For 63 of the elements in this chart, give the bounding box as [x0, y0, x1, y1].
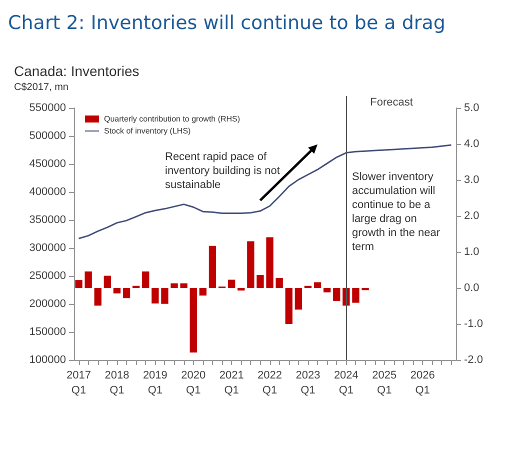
x-tick-label: 2021 Q1 [219, 370, 244, 396]
bar [199, 288, 207, 296]
bar [190, 288, 197, 352]
x-tick-label: 2026 Q1 [410, 370, 435, 396]
y2-tick-label: -2.0 [464, 354, 483, 366]
line-series [78, 144, 452, 240]
bar [94, 288, 102, 306]
x-tick-label: 2018 Q1 [104, 370, 130, 396]
bar [75, 280, 82, 288]
y-tick-label: 550000 [29, 102, 66, 114]
bar [142, 271, 150, 288]
bar [323, 288, 331, 292]
x-tick-label: 2020 Q1 [181, 370, 206, 396]
bar [170, 283, 178, 288]
y2-tick-label: 5.0 [464, 102, 480, 114]
bar [285, 288, 292, 324]
x-tick-label: 2019 Q1 [142, 370, 168, 396]
y-tick-label: 400000 [29, 186, 66, 198]
chart-subtitle: Canada: Inventories [14, 63, 140, 79]
annotation: Slower inventory accumulation will continue to be a large drag on growth in the near term [352, 171, 444, 253]
y-tick-label: 350000 [29, 214, 66, 226]
y2-tick-label: 3.0 [464, 174, 480, 186]
x-tick-label: 2025 Q1 [372, 370, 397, 396]
bar [152, 288, 159, 304]
bar [266, 237, 274, 288]
y2-tick-label: 0.0 [464, 282, 480, 294]
bar [161, 288, 168, 304]
y-tick-label: 200000 [29, 298, 66, 310]
bar [104, 276, 112, 288]
chart-title: Chart 2: Inventories will continue to be a drag [8, 12, 446, 34]
legend-label: Stock of inventory (LHS) [104, 126, 192, 136]
y2-tick-label: 4.0 [464, 138, 480, 150]
annotation: Recent rapid pace of inventory building is not sustainable [165, 151, 284, 191]
y-tick-label: 300000 [29, 242, 66, 254]
x-tick-label: 2024 Q1 [334, 370, 358, 396]
bar [333, 288, 340, 301]
bar [84, 271, 92, 288]
bar [208, 246, 216, 288]
x-tick-label: 2023 Q1 [296, 370, 320, 396]
y-tick-label: 450000 [29, 158, 66, 170]
y-tick-label: 100000 [29, 354, 66, 366]
y-tick-label: 500000 [29, 130, 66, 142]
bar [276, 278, 283, 288]
bar [180, 283, 188, 288]
legend-label: Quarterly contribution to growth (RHS) [104, 114, 240, 124]
bar [247, 241, 254, 288]
y-axis-title: C$2017, mn [14, 82, 68, 93]
x-tick-label: 2022 Q1 [258, 370, 282, 396]
bar [228, 280, 236, 288]
x-tick-label: 2017 Q1 [66, 370, 92, 396]
bar [314, 282, 322, 288]
y-tick-label: 250000 [29, 270, 66, 282]
bar [352, 288, 360, 303]
y2-tick-label: -1.0 [464, 318, 483, 330]
y2-tick-label: 1.0 [464, 246, 480, 258]
bar [113, 288, 121, 294]
bar [238, 288, 245, 291]
bar [256, 275, 264, 288]
ref-line-label: Forecast [370, 96, 413, 108]
y2-tick-label: 2.0 [464, 210, 480, 222]
bar [294, 288, 302, 310]
bar [122, 288, 130, 298]
y-tick-label: 150000 [29, 326, 66, 338]
